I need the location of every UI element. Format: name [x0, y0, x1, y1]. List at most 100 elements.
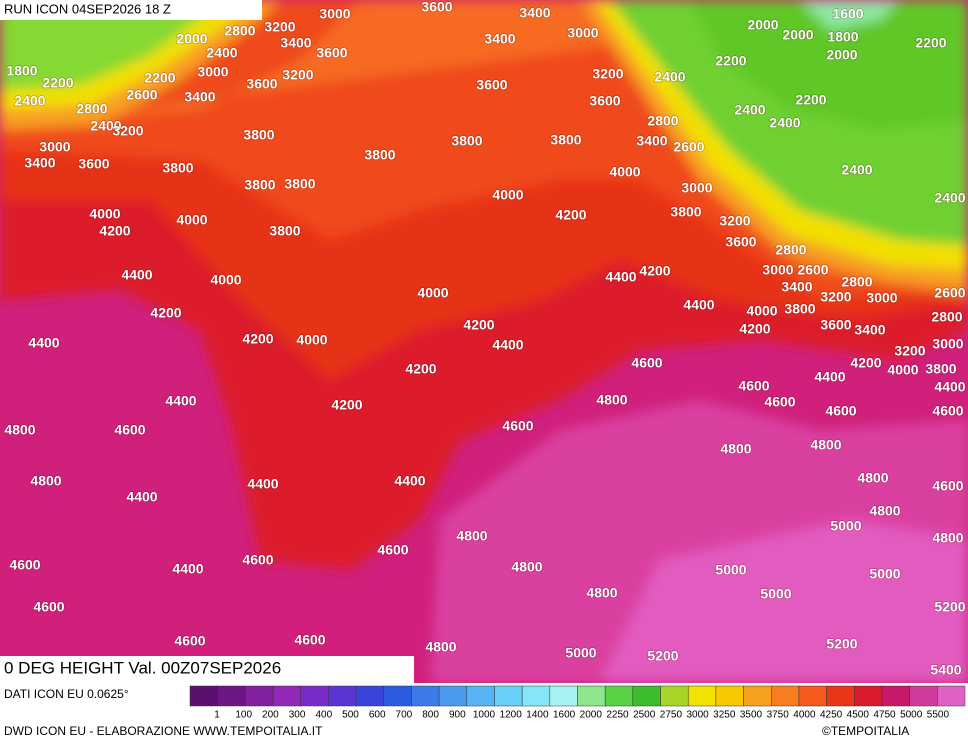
legend-label: 2750	[660, 710, 683, 721]
contour-label: 3200	[719, 213, 750, 229]
contour-label: 4600	[294, 632, 325, 648]
contour-label: 4600	[631, 355, 662, 371]
legend-swatch	[217, 685, 246, 707]
contour-label: 3200	[282, 67, 313, 83]
legend-swatch	[189, 685, 218, 707]
contour-label: 4600	[932, 403, 963, 419]
contour-label: 2200	[715, 53, 746, 69]
legend-label: 3500	[740, 710, 763, 721]
contour-label: 3200	[264, 19, 295, 35]
contour-label: 4600	[33, 599, 64, 615]
legend-label: 500	[342, 710, 359, 721]
legend-label: 5500	[927, 710, 950, 721]
legend-label: 3000	[686, 710, 709, 721]
contour-label: 2400	[769, 115, 800, 131]
contour-label: 4000	[492, 187, 523, 203]
contour-label: 3400	[519, 5, 550, 21]
contour-label: 4800	[456, 528, 487, 544]
contour-label: 4400	[28, 335, 59, 351]
contour-label: 4200	[555, 207, 586, 223]
contour-label: 4000	[609, 164, 640, 180]
contour-label: 4600	[174, 633, 205, 649]
contour-label: 2000	[747, 17, 778, 33]
legend-swatch	[383, 685, 412, 707]
contour-label: 3600	[316, 45, 347, 61]
contour-label: 4200	[739, 321, 770, 337]
legend-swatch	[466, 685, 495, 707]
legend-swatch	[521, 685, 551, 707]
legend-swatch	[494, 685, 523, 707]
contour-label: 3800	[364, 147, 395, 163]
legend-swatch	[771, 685, 800, 707]
legend-swatch	[715, 685, 744, 707]
legend-label: 1	[214, 710, 220, 721]
legend-label: 700	[396, 710, 413, 721]
contour-label: 3000	[567, 25, 598, 41]
contour-label: 2800	[775, 242, 806, 258]
legend-swatch	[854, 685, 883, 707]
contour-label: 5000	[760, 586, 791, 602]
contour-label: 4000	[887, 362, 918, 378]
field-5000	[600, 520, 968, 683]
contour-label: 4400	[121, 267, 152, 283]
legend-label: 2250	[606, 710, 629, 721]
title-box	[0, 656, 414, 683]
contour-label: 3800	[284, 176, 315, 192]
contour-label: 3800	[670, 204, 701, 220]
contour-label: 4600	[9, 557, 40, 573]
contour-label: 1600	[832, 6, 863, 22]
contour-label: 4000	[417, 285, 448, 301]
contour-label: 2000	[176, 31, 207, 47]
contour-label: 3600	[589, 93, 620, 109]
contour-label: 4000	[296, 332, 327, 348]
legend-label: 4000	[793, 710, 816, 721]
contour-label: 2600	[673, 139, 704, 155]
contour-label: 4600	[114, 422, 145, 438]
legend-swatch	[881, 685, 910, 707]
legend-swatch	[660, 685, 689, 707]
contour-label: 3600	[421, 0, 452, 15]
legend-label: 600	[369, 710, 386, 721]
contour-label: 4200	[150, 305, 181, 321]
contour-label: 2400	[206, 45, 237, 61]
contour-label: 4600	[825, 403, 856, 419]
contour-label: 3400	[484, 31, 515, 47]
contour-label: 4600	[738, 378, 769, 394]
contour-label: 4400	[172, 561, 203, 577]
contour-label: 5200	[647, 648, 678, 664]
contour-label: 4200	[463, 317, 494, 333]
contour-label: 3000	[762, 262, 793, 278]
contour-label: 3200	[820, 289, 851, 305]
contour-label: 3800	[550, 132, 581, 148]
contour-label: 4200	[331, 397, 362, 413]
contour-label: 4000	[176, 212, 207, 228]
contour-label: 5200	[934, 599, 965, 615]
contour-label: 3400	[636, 133, 667, 149]
contour-label: 4800	[869, 503, 900, 519]
contour-label: 3600	[725, 234, 756, 250]
contour-label: 2400	[934, 190, 965, 206]
contour-label: 2200	[42, 75, 73, 91]
legend-swatch	[798, 685, 827, 707]
contour-label: 4400	[934, 379, 965, 395]
legend-label: 2500	[633, 710, 656, 721]
legend-label: 1600	[553, 710, 576, 721]
legend-swatch	[300, 685, 329, 707]
legend-swatch	[909, 685, 938, 707]
contour-label: 3000	[932, 336, 963, 352]
contour-label: 4600	[932, 478, 963, 494]
map-field: 3000 3600 3400 2000 2800 3200 3400 3600 3400 3000…	[0, 0, 968, 683]
contour-label: 3400	[24, 155, 55, 171]
legend-label: 5000	[900, 710, 923, 721]
legend-swatch	[549, 685, 578, 707]
contour-label: 3000	[681, 180, 712, 196]
contour-label: 4400	[814, 369, 845, 385]
contour-label: 3000	[197, 64, 228, 80]
contour-label: 4800	[857, 470, 888, 486]
contour-label: 3800	[269, 223, 300, 239]
contour-label: 3000	[866, 290, 897, 306]
source-label: DATI ICON EU 0.0625°	[4, 687, 129, 701]
legend-label: 4500	[847, 710, 870, 721]
contour-labels: 3000 3600 3400 2000 2800 3200 3400 3600 3400 3000…	[4, 0, 967, 678]
